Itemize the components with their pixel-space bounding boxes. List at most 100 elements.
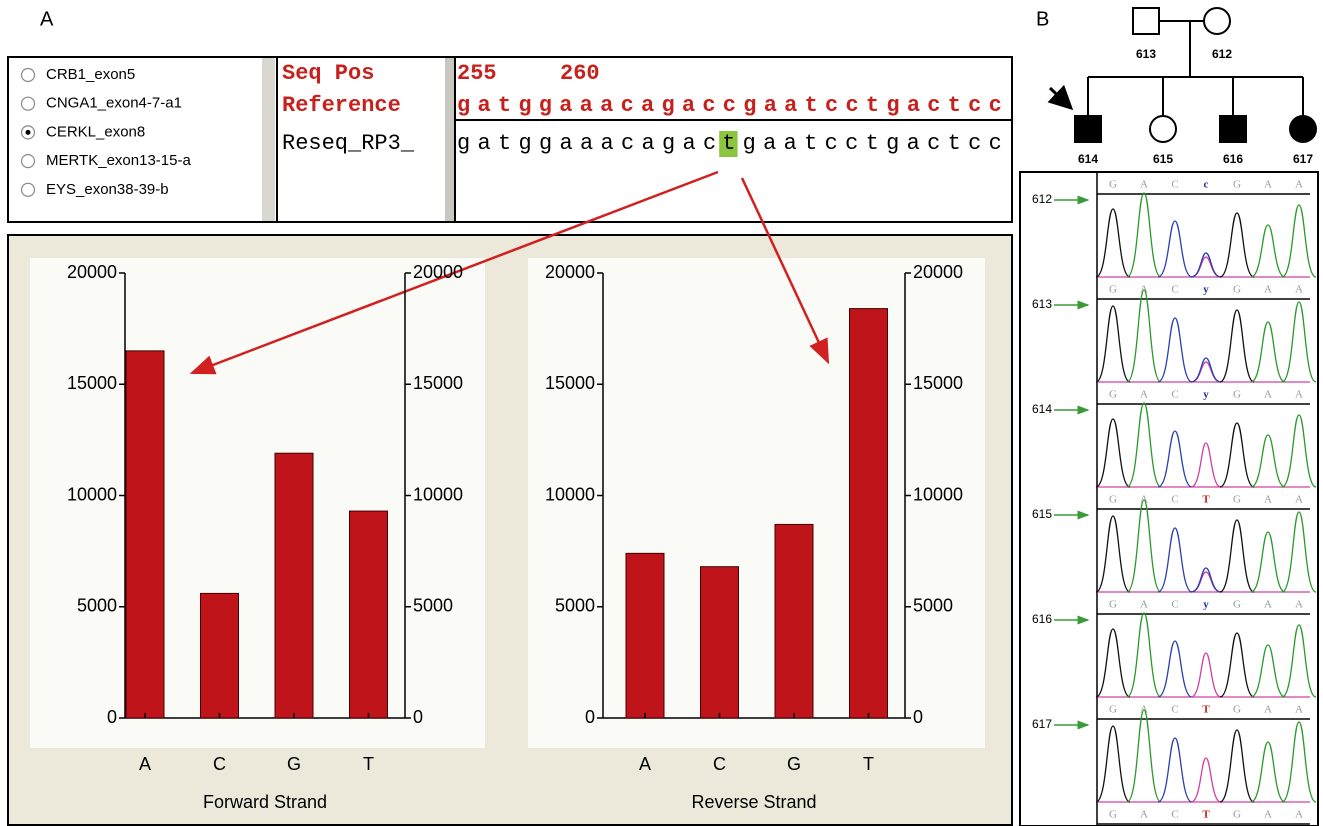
base-call: A: [1264, 389, 1272, 401]
chromatogram-frame: [1020, 172, 1318, 826]
base-call: c: [1204, 179, 1209, 191]
position: 260: [560, 61, 600, 86]
y2-tick-label: 5000: [413, 596, 453, 616]
base-call: C: [1171, 599, 1178, 611]
bar: [350, 511, 388, 718]
bar: [275, 453, 313, 718]
y2-tick-label: 10000: [913, 484, 963, 504]
base-call: A: [1264, 704, 1272, 716]
base-call: T: [1202, 704, 1210, 716]
base-call: G: [1233, 809, 1241, 821]
y2-tick-label: 20000: [413, 262, 463, 282]
gene-item: CERKL_exon8: [46, 123, 145, 140]
radio: [22, 183, 35, 196]
x-tick-label: T: [363, 754, 374, 774]
base-call: T: [1202, 494, 1210, 506]
base-call: y: [1203, 284, 1209, 296]
y-tick-label: 0: [107, 707, 117, 727]
bar: [201, 593, 239, 718]
scrollbar: [262, 58, 275, 221]
base-call: A: [1140, 179, 1148, 191]
base-call: A: [1295, 389, 1303, 401]
base-call: C: [1171, 284, 1178, 296]
bar: [626, 553, 664, 718]
gene-item: EYS_exon38-39-b: [46, 181, 169, 198]
node-label: 617: [1293, 152, 1313, 166]
y2-tick-label: 10000: [413, 484, 463, 504]
base-call: A: [1295, 179, 1303, 191]
gene-item: CNGA1_exon4-7-a1: [46, 95, 182, 112]
bar: [126, 351, 164, 718]
x-axis-label: Reverse Strand: [691, 792, 816, 812]
y2-tick-label: 15000: [413, 373, 463, 393]
row-label: Reference: [282, 93, 401, 118]
female-node: [1204, 8, 1230, 34]
radio: [22, 69, 35, 82]
sample-label: 615: [1032, 507, 1052, 521]
node-label: 613: [1136, 47, 1156, 61]
base-call: C: [1171, 494, 1178, 506]
base-call: G: [1109, 389, 1117, 401]
y2-tick-label: 5000: [913, 596, 953, 616]
x-tick-label: A: [139, 754, 151, 774]
base-call: G: [1233, 599, 1241, 611]
pedigree: [1050, 21, 1303, 116]
base-call: G: [1233, 704, 1241, 716]
x-tick-label: C: [213, 754, 226, 774]
x-tick-label: T: [863, 754, 874, 774]
base-call: G: [1109, 284, 1117, 296]
y-tick-label: 15000: [545, 373, 595, 393]
base-call: A: [1264, 284, 1272, 296]
base-call: G: [1109, 704, 1117, 716]
base-call: A: [1295, 599, 1303, 611]
y-tick-label: 10000: [67, 484, 117, 504]
base-call: C: [1171, 179, 1178, 191]
base-call: A: [1295, 809, 1303, 821]
node-label: 612: [1212, 47, 1232, 61]
base-call: A: [1295, 284, 1303, 296]
radio: [22, 97, 35, 110]
base-call: G: [1233, 389, 1241, 401]
female-node: [1150, 116, 1176, 142]
male-node: [1220, 116, 1246, 142]
base-call: G: [1233, 284, 1241, 296]
scrollbar: [445, 58, 454, 221]
male-node: [1075, 116, 1101, 142]
base-call: A: [1264, 809, 1272, 821]
base-call: A: [1295, 704, 1303, 716]
base-call: G: [1109, 809, 1117, 821]
y-tick-label: 0: [585, 707, 595, 727]
node-label: 615: [1153, 152, 1173, 166]
y-tick-label: 15000: [67, 373, 117, 393]
base-call: G: [1233, 179, 1241, 191]
y-tick-label: 5000: [555, 596, 595, 616]
base-call: A: [1264, 494, 1272, 506]
bar: [850, 309, 888, 718]
sample-label: 616: [1032, 612, 1052, 626]
gene-item: CRB1_exon5: [46, 66, 135, 83]
panel-label: B: [1036, 8, 1049, 30]
y-tick-label: 20000: [67, 262, 117, 282]
base-call: A: [1140, 389, 1148, 401]
sample-label: 612: [1032, 192, 1052, 206]
node-label: 614: [1078, 152, 1098, 166]
base-call: C: [1171, 704, 1178, 716]
x-tick-label: C: [713, 754, 726, 774]
row-label: Seq Pos: [282, 61, 374, 86]
base-call: G: [1109, 179, 1117, 191]
y-tick-label: 5000: [77, 596, 117, 616]
node-label: 616: [1223, 152, 1243, 166]
female-node: [1290, 116, 1316, 142]
panel-label: A: [40, 8, 54, 30]
x-tick-label: G: [287, 754, 301, 774]
base-call: T: [1202, 809, 1210, 821]
figure: A B Seq Pos Reference Reseq_RP3_ 255 260…: [0, 0, 1323, 826]
y2-tick-label: 20000: [913, 262, 963, 282]
reseq-sequence: t: [722, 131, 735, 156]
x-tick-label: A: [639, 754, 651, 774]
sample-label: 613: [1032, 297, 1052, 311]
x-axis-label: Forward Strand: [203, 792, 327, 812]
base-call: G: [1109, 494, 1117, 506]
sample-label: 617: [1032, 717, 1052, 731]
base-call: C: [1171, 389, 1178, 401]
